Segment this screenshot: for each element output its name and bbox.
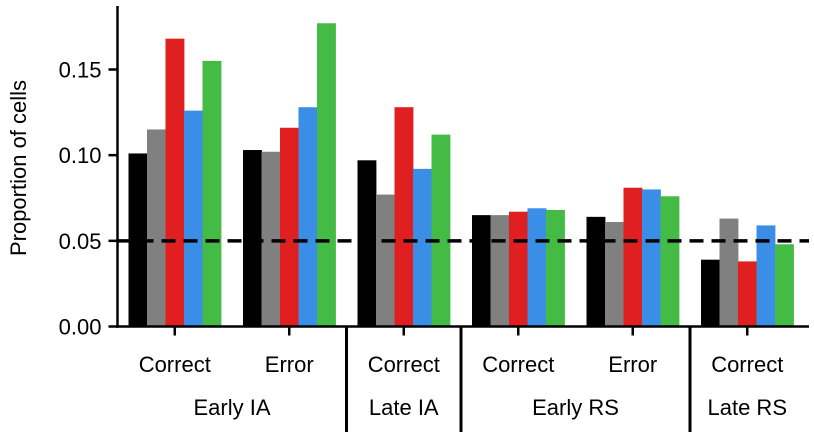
condition-label: Correct <box>482 352 554 377</box>
bar-early-ia-error-3 <box>280 127 299 327</box>
bar-early-ia-correct-1 <box>128 153 148 327</box>
y-tick-label: 0.10 <box>59 143 102 168</box>
bar-early-ia-correct-2 <box>147 129 166 327</box>
bar-late-rs-correct-4 <box>756 225 776 327</box>
group-label: Late RS <box>708 395 788 420</box>
labels: Correct Error Early IA Correct Late IA Correc… <box>59 58 787 421</box>
bar-early-rs-correct-4 <box>527 208 547 327</box>
bar-late-ia-correct-1 <box>357 160 377 327</box>
bar-late-ia-correct-4 <box>413 168 432 327</box>
condition-label: Correct <box>368 352 440 377</box>
bar-late-rs-correct-1 <box>701 259 720 327</box>
bar-early-ia-error-1 <box>243 150 262 327</box>
bar-late-ia-correct-3 <box>394 107 414 327</box>
bar-early-ia-error-4 <box>298 107 318 327</box>
bars <box>128 23 794 327</box>
bar-late-rs-correct-3 <box>738 261 757 327</box>
bar-late-ia-correct-5 <box>431 134 451 327</box>
bar-late-rs-correct-5 <box>775 244 794 327</box>
condition-label: Correct <box>711 352 783 377</box>
bar-early-ia-correct-3 <box>165 38 185 327</box>
y-tick-label: 0.15 <box>59 58 102 83</box>
bar-early-rs-correct-3 <box>509 211 528 327</box>
group-label: Early IA <box>193 395 270 420</box>
bar-early-rs-error-2 <box>605 221 624 327</box>
y-tick-label: 0.00 <box>59 315 102 340</box>
bar-early-ia-correct-5 <box>202 60 222 327</box>
bar-early-rs-error-5 <box>660 196 680 327</box>
bar-early-rs-error-3 <box>623 187 643 327</box>
bar-early-ia-correct-4 <box>184 110 203 327</box>
condition-label: Correct <box>139 352 211 377</box>
bar-early-ia-error-2 <box>261 151 281 327</box>
bar-early-rs-correct-2 <box>490 215 510 327</box>
bar-early-rs-error-1 <box>586 216 606 327</box>
bar-early-rs-correct-5 <box>546 209 565 327</box>
bar-late-rs-correct-2 <box>719 218 739 327</box>
axes <box>108 6 809 432</box>
bar-early-ia-error-5 <box>317 23 336 327</box>
condition-label: Error <box>608 352 657 377</box>
y-tick-label: 0.05 <box>59 229 102 254</box>
bar-early-rs-error-4 <box>642 189 661 327</box>
group-label: Late IA <box>369 395 439 420</box>
y-axis-label: Proportion of cells <box>6 80 31 256</box>
group-label: Early RS <box>532 395 619 420</box>
bar-late-ia-correct-2 <box>376 194 395 327</box>
bar-early-rs-correct-1 <box>472 215 491 327</box>
condition-label: Error <box>265 352 314 377</box>
